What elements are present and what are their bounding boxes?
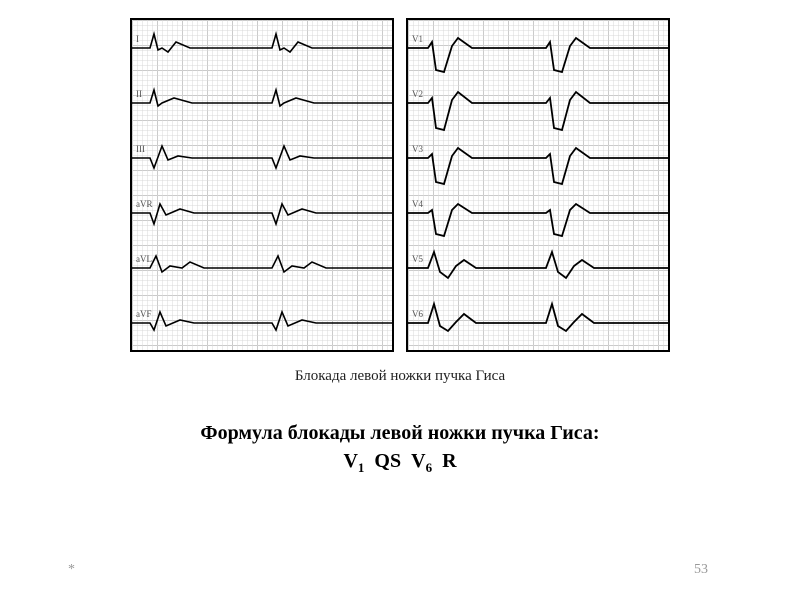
page-number: 53 [694, 562, 708, 578]
ecg-panel-right: V1 V2 V3 V4 V5 V6 [406, 18, 670, 352]
ecg-trace-II [132, 90, 392, 106]
ecg-trace-aVF [132, 312, 392, 330]
lead-label-I: I [136, 34, 139, 44]
ecg-trace-V4 [408, 204, 668, 236]
lead-label-V3: V3 [412, 144, 423, 154]
ecg-traces-right: V1 V2 V3 V4 V5 V6 [408, 20, 668, 350]
ecg-figure: IIIIIIaVRaVLaVF V1V2V3V4V5V6 [0, 0, 800, 352]
formula-v6-sub: 6 [426, 460, 433, 475]
ecg-trace-V5 [408, 252, 668, 278]
formula-line: V1 QS V6 R [0, 450, 800, 476]
lead-label-aVL: aVL [136, 254, 152, 264]
formula-title: Формула блокады левой ножки пучка Гиса: [0, 419, 800, 448]
lead-label-V5: V5 [412, 254, 423, 264]
lead-label-V4: V4 [412, 199, 423, 209]
lead-label-V1: V1 [412, 34, 423, 44]
ecg-trace-III [132, 146, 392, 168]
formula-v6-pattern: R [442, 450, 456, 472]
ecg-trace-V3 [408, 148, 668, 184]
ecg-trace-aVL [132, 256, 392, 272]
ecg-traces-left: IIIIIIaVRaVLaVF [132, 20, 392, 350]
formula-v1-lead: V [343, 450, 357, 472]
figure-caption: Блокада левой ножки пучка Гиса [0, 368, 800, 385]
ecg-trace-aVR [132, 204, 392, 224]
lead-label-II: II [136, 89, 142, 99]
formula-v1-pattern: QS [374, 450, 401, 472]
formula-v6-lead: V [411, 450, 425, 472]
ecg-trace-V1 [408, 38, 668, 72]
ecg-panel-left: IIIIIIaVRaVLaVF [130, 18, 394, 352]
lead-label-aVF: aVF [136, 309, 152, 319]
lead-label-III: III [136, 144, 145, 154]
formula-v1-sub: 1 [358, 460, 365, 475]
ecg-trace-I [132, 34, 392, 52]
lead-label-aVR: aVR [136, 199, 153, 209]
ecg-trace-V6 [408, 304, 668, 331]
footer-asterisk: * [68, 562, 75, 578]
lead-label-V6: V6 [412, 309, 423, 319]
ecg-trace-V2 [408, 92, 668, 130]
lead-label-V2: V2 [412, 89, 423, 99]
